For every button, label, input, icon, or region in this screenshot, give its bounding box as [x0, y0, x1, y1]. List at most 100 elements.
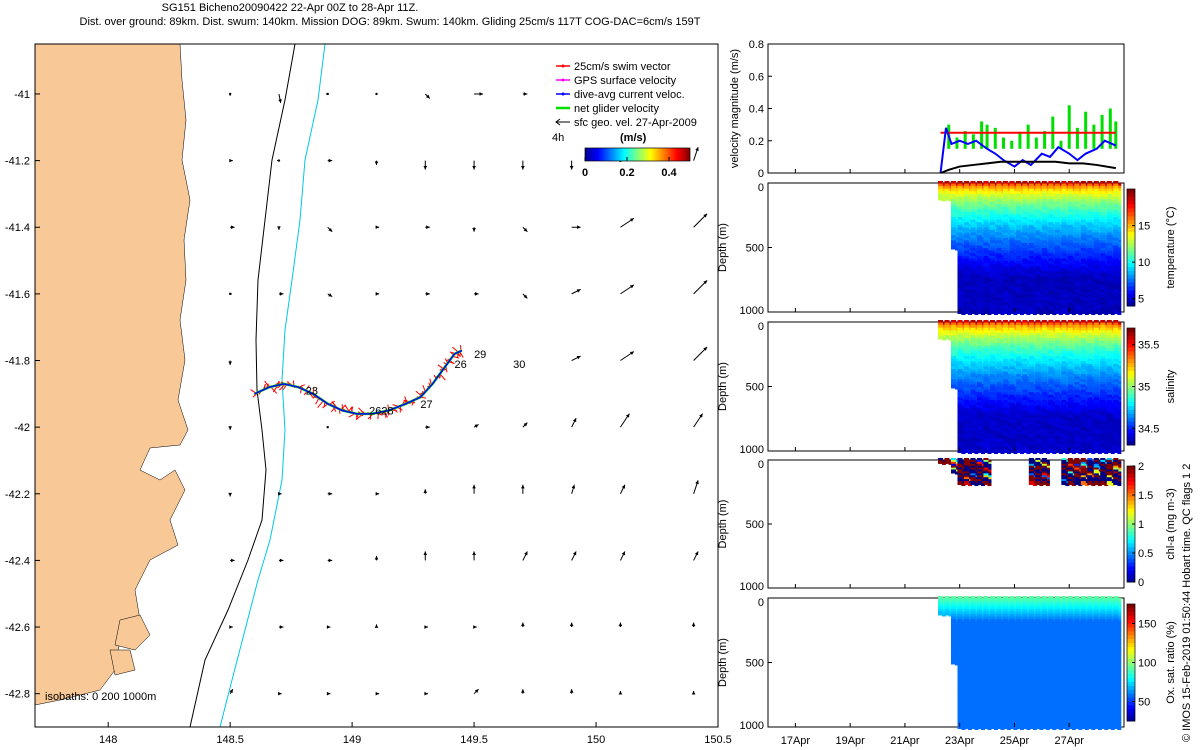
day-label: 30 [513, 359, 525, 371]
salinity-sample [983, 420, 989, 425]
salinity-sample [1045, 363, 1050, 367]
temperature-sample [1002, 217, 1008, 222]
temperature-sample [1065, 221, 1070, 225]
salinity-sample [963, 449, 969, 453]
temperature-sample [1032, 299, 1037, 303]
salinity-sample [1009, 330, 1015, 335]
temperature-sample [1110, 216, 1115, 220]
temperature-sample [957, 281, 963, 286]
salinity-sample [961, 435, 966, 439]
temperature-sample [1074, 209, 1080, 214]
temperature-sample [1009, 201, 1015, 206]
temperature-sample [1013, 234, 1018, 238]
temperature-sample [1067, 199, 1073, 204]
salinity-sample [983, 446, 989, 451]
salinity-sample [1058, 389, 1063, 393]
map-ytick-label: -42 [14, 422, 30, 434]
temperature-sample [1080, 204, 1086, 209]
temperature-sample [951, 191, 957, 196]
temperature-sample [974, 265, 979, 269]
salinity-sample [1019, 324, 1024, 328]
salinity-sample [961, 365, 966, 369]
temperature-sample [1078, 283, 1083, 287]
geo-vector-head [521, 689, 525, 693]
temperature-sample [1065, 286, 1070, 290]
salinity-sample [989, 353, 995, 358]
temperature-sample [942, 185, 947, 189]
temperature-sample [1106, 237, 1112, 242]
temperature-sample [1058, 288, 1063, 292]
temperature-sample [1013, 219, 1018, 223]
temperature-sample [1078, 281, 1083, 285]
salinity-sample [963, 425, 969, 430]
temperature-sample [1026, 291, 1031, 295]
temperature-sample [1100, 181, 1106, 185]
temperature-sample [961, 252, 966, 256]
geo-vector-arrow [230, 225, 235, 230]
geo-vector-head [424, 625, 428, 629]
salinity-sample [983, 428, 989, 433]
salinity-sample [963, 356, 969, 361]
temperature-sample [1048, 266, 1054, 271]
salinity-sample [963, 376, 969, 381]
temperature-sample [951, 181, 957, 185]
geo-vector-head [472, 166, 476, 170]
salinity-sample [1019, 365, 1024, 369]
temperature-sample [987, 255, 992, 259]
temperature-sample [1006, 183, 1011, 186]
salinity-sample [983, 418, 989, 423]
temperature-sample [1084, 278, 1089, 282]
salinity-sample [1015, 405, 1021, 410]
salinity-sample [974, 352, 979, 356]
salinity-sample [1054, 343, 1060, 348]
temperature-sample [970, 191, 976, 196]
temperature-sample [1084, 219, 1089, 223]
temperature-profile [1028, 181, 1037, 315]
temperature-sample [1015, 224, 1021, 229]
temperature-sample [989, 248, 995, 253]
temperature-sample [1071, 262, 1076, 266]
temperature-sample [1019, 208, 1024, 212]
temperature-sample [976, 237, 982, 242]
salinity-sample [967, 347, 972, 351]
temperature-sample [970, 201, 976, 206]
temperature-sample [1032, 221, 1037, 225]
temperature-sample [1006, 185, 1011, 189]
salinity-sample [970, 428, 976, 433]
temperature-sample [1006, 255, 1011, 259]
salinity-sample [961, 345, 966, 349]
temperature-sample [976, 263, 982, 268]
salinity-sample [1009, 402, 1015, 407]
salinity-sample [1048, 394, 1054, 399]
salinity-sample [961, 342, 966, 346]
salinity-sample [970, 387, 976, 392]
temperature-sample [1000, 198, 1005, 202]
temperature-sample [1071, 293, 1076, 297]
salinity-sample [1009, 325, 1015, 330]
salinity-sample [1052, 440, 1057, 444]
temperature-sample [1097, 296, 1102, 300]
temperature-sample [1009, 260, 1015, 265]
temperature-sample [1052, 275, 1057, 279]
salinity-sample [1015, 415, 1021, 420]
temperature-sample [980, 273, 985, 277]
temperature-sample [1074, 181, 1080, 185]
salinity-sample [983, 327, 989, 332]
salinity-sample [980, 435, 985, 439]
salinity-sample [983, 394, 989, 399]
legend-net: net glider velocity [556, 103, 659, 115]
salinity-sample [1019, 399, 1024, 403]
salinity-sample [957, 428, 963, 433]
temperature-sample [1100, 260, 1106, 265]
temperature-sample [967, 190, 972, 194]
salinity-sample [957, 348, 963, 353]
temperature-sample [980, 283, 985, 287]
temperature-sample [1048, 217, 1054, 222]
salinity-sample [961, 412, 966, 416]
temperature-sample [987, 257, 992, 261]
temperature-sample [974, 296, 979, 300]
salinity-sample [976, 446, 982, 451]
salinity-sample [1026, 347, 1031, 351]
salinity-sample [1006, 322, 1011, 325]
temperature-sample [1045, 188, 1050, 192]
